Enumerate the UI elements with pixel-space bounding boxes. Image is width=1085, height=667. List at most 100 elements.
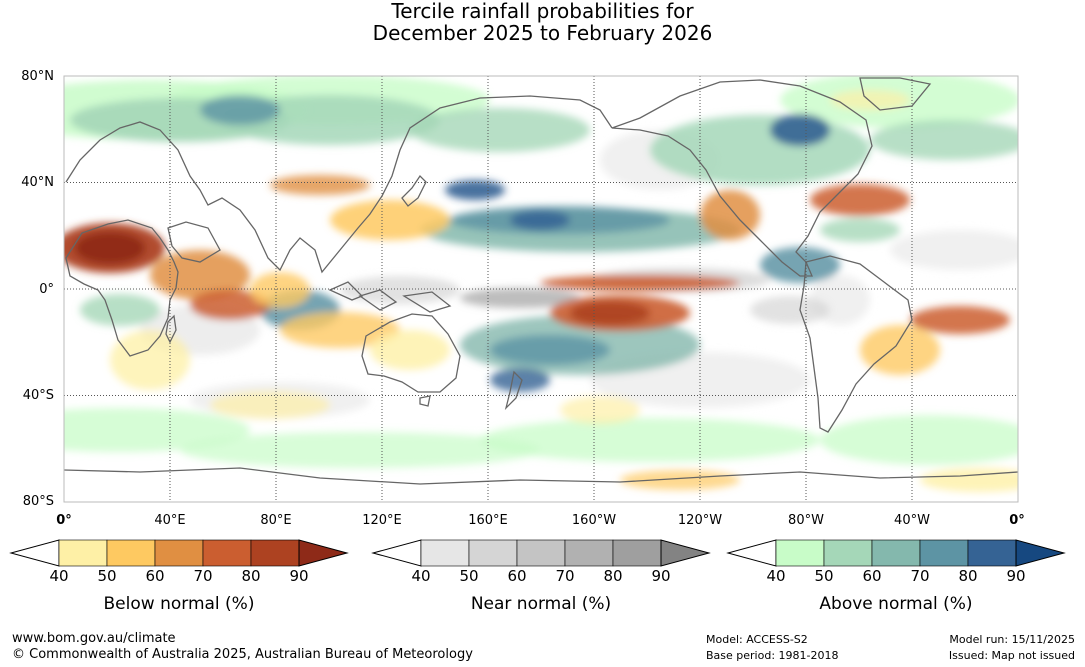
probability-patch: [460, 288, 580, 308]
probability-patch: [830, 90, 910, 110]
near-color-swatch: [516, 539, 566, 567]
probability-patch: [860, 325, 940, 375]
near-tick-50: 50: [459, 567, 479, 585]
map-title-line2: December 2025 to February 2026: [372, 21, 713, 45]
near-color-swatch: [468, 539, 518, 567]
probability-patch: [200, 95, 280, 125]
above-color-swatch: [775, 539, 825, 567]
lat-label-40n: 40°N: [21, 175, 54, 190]
probability-field: [64, 76, 1018, 492]
probability-patch: [330, 200, 450, 240]
colorbar-group: [9, 539, 1066, 567]
near-over-arrow: [660, 539, 711, 567]
probability-patch: [510, 210, 570, 230]
probability-patch: [920, 468, 1018, 492]
below-color-swatch: [202, 539, 252, 567]
near-color-swatch: [564, 539, 614, 567]
probability-patch: [180, 432, 540, 468]
lon-label-160e: 160°E: [468, 513, 508, 528]
coastlines: [64, 77, 1018, 485]
below-tick-60: 60: [145, 567, 165, 585]
probability-patch: [870, 120, 1018, 160]
below-under-arrow: [9, 539, 60, 567]
probability-patch: [75, 232, 145, 264]
below-color-swatch: [58, 539, 108, 567]
above-normal-title: Above normal (%): [819, 594, 973, 614]
below-color-swatch: [250, 539, 300, 567]
below-tick-40: 40: [49, 567, 69, 585]
probability-patch: [540, 275, 740, 291]
near-colorbar: [371, 539, 711, 567]
near-tick-40: 40: [411, 567, 431, 585]
probability-patch: [190, 290, 270, 320]
probability-patch: [770, 114, 830, 146]
probability-patch: [760, 247, 840, 283]
above-color-swatch: [919, 539, 969, 567]
below-tick-80: 80: [241, 567, 261, 585]
near-tick-70: 70: [555, 567, 575, 585]
near-tick-90: 90: [651, 567, 671, 585]
near-normal-title: Near normal (%): [470, 594, 612, 614]
footer-base-period: Base period: 1981-2018: [706, 649, 839, 662]
probability-patch: [650, 115, 870, 185]
above-color-swatch: [823, 539, 873, 567]
above-tick-80: 80: [958, 567, 978, 585]
lon-label-80w: 80°W: [788, 513, 824, 528]
probability-patch: [810, 184, 910, 216]
above-colorbar: [726, 539, 1066, 567]
footer-model-run: Model run: 15/11/2025: [949, 633, 1075, 646]
footer-copyright: © Commonwealth of Australia 2025, Austra…: [12, 647, 473, 662]
below-tick-90: 90: [289, 567, 309, 585]
lon-label-40w: 40°W: [894, 513, 930, 528]
probability-patch: [370, 330, 450, 370]
map-title-line1: Tercile rainfall probabilities for: [391, 0, 694, 23]
probability-patch: [270, 175, 370, 195]
below-tick-70: 70: [193, 567, 213, 585]
probability-patch: [64, 408, 250, 452]
probability-patch: [820, 218, 900, 242]
near-color-swatch: [612, 539, 662, 567]
probability-patch: [700, 190, 760, 240]
probability-patch: [490, 335, 610, 365]
lat-label-40s: 40°S: [22, 388, 54, 403]
below-normal-title: Below normal (%): [103, 594, 255, 614]
above-tick-70: 70: [910, 567, 930, 585]
probability-patch: [410, 108, 590, 152]
below-tick-50: 50: [97, 567, 117, 585]
probability-patch: [110, 330, 190, 390]
footer-website: www.bom.gov.au/climate: [12, 631, 176, 646]
probability-patch: [570, 301, 650, 325]
lon-label-40e: 40°E: [154, 513, 186, 528]
below-colorbar: [9, 539, 349, 567]
probability-patch: [490, 368, 550, 392]
near-color-swatch: [420, 539, 470, 567]
lon-label-80e: 80°E: [260, 513, 292, 528]
above-tick-60: 60: [862, 567, 882, 585]
probability-patch: [210, 391, 330, 419]
above-tick-90: 90: [1006, 567, 1026, 585]
lat-label-80n: 80°N: [21, 69, 54, 84]
above-tick-40: 40: [766, 567, 786, 585]
above-color-swatch: [871, 539, 921, 567]
graticule: [64, 76, 1018, 502]
lon-label-120w: 120°W: [677, 513, 723, 528]
lon-label-0-west: 0°: [56, 513, 72, 528]
footer-issued: Issued: Map not issued: [948, 649, 1075, 662]
probability-patch: [560, 396, 640, 424]
near-under-arrow: [371, 539, 422, 567]
near-tick-60: 60: [507, 567, 527, 585]
probability-patch: [620, 470, 740, 490]
probability-patch: [150, 250, 250, 300]
lon-label-120e: 120°E: [362, 513, 402, 528]
probability-patch: [250, 272, 310, 308]
probability-patch: [750, 296, 830, 324]
above-color-swatch: [967, 539, 1017, 567]
near-tick-80: 80: [603, 567, 623, 585]
probability-patch: [890, 230, 1018, 270]
probability-patch: [280, 312, 400, 348]
lat-label-0: 0°: [39, 282, 54, 297]
above-tick-50: 50: [814, 567, 834, 585]
probability-patch: [80, 294, 160, 326]
map-frame: [63, 75, 1019, 503]
